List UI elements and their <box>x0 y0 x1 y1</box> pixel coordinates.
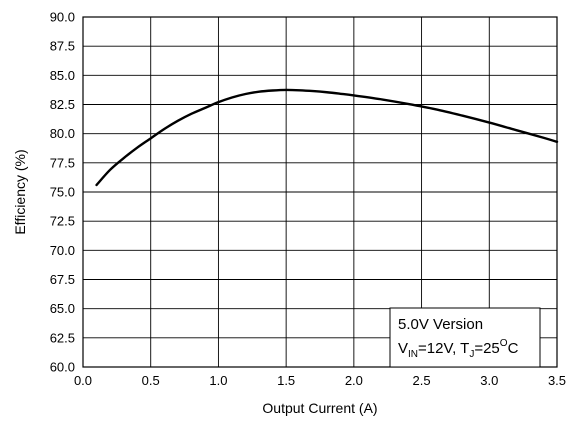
y-tick-label: 85.0 <box>50 68 75 83</box>
y-axis-title: Efficiency (%) <box>12 149 28 234</box>
legend-box: 5.0V Version VIN=12V, TJ=25OC <box>389 307 541 368</box>
y-tick-label: 82.5 <box>50 97 75 112</box>
legend-unit: C <box>508 340 519 357</box>
legend-v-subscript: IN <box>408 349 418 360</box>
x-tick-label: 2.5 <box>413 373 431 388</box>
y-tick-label: 75.0 <box>50 185 75 200</box>
x-tick-label: 0.0 <box>74 373 92 388</box>
x-tick-label: 3.5 <box>548 373 566 388</box>
y-tick-labels: 60.0 62.5 65.0 67.5 70.0 72.5 75.0 77.5 80.0 82.5… <box>50 10 75 375</box>
y-tick-label: 65.0 <box>50 301 75 316</box>
efficiency-curve <box>95 88 559 187</box>
grid-lines <box>83 17 557 367</box>
x-axis-title: Output Current (A) <box>262 400 377 416</box>
legend-tj-value: =25 <box>474 340 499 357</box>
legend-t-subscript: J <box>469 349 474 360</box>
y-tick-label: 77.5 <box>50 155 75 170</box>
y-tick-label: 62.5 <box>50 330 75 345</box>
x-tick-label: 0.5 <box>142 373 160 388</box>
y-tick-label: 87.5 <box>50 39 75 54</box>
y-tick-label: 60.0 <box>50 360 75 375</box>
x-tick-label: 2.0 <box>345 373 363 388</box>
y-tick-label: 80.0 <box>50 126 75 141</box>
legend-line-2: VIN=12V, TJ=25OC <box>398 338 519 360</box>
x-tick-label: 1.0 <box>209 373 227 388</box>
legend-vin-value: =12V, T <box>418 340 469 357</box>
legend-line-1: 5.0V Version <box>398 316 483 333</box>
y-tick-label: 67.5 <box>50 272 75 287</box>
x-tick-label: 1.5 <box>277 373 295 388</box>
y-tick-label: 70.0 <box>50 243 75 258</box>
x-tick-labels: 0.0 0.5 1.0 1.5 2.0 2.5 3.0 3.5 <box>74 373 566 388</box>
legend-v: V <box>398 340 408 357</box>
y-tick-label: 72.5 <box>50 214 75 229</box>
y-tick-label: 90.0 <box>50 10 75 25</box>
legend-degree: O <box>500 338 508 349</box>
x-tick-label: 3.0 <box>480 373 498 388</box>
legend-frame <box>389 307 541 368</box>
plot-frame <box>82 16 558 368</box>
